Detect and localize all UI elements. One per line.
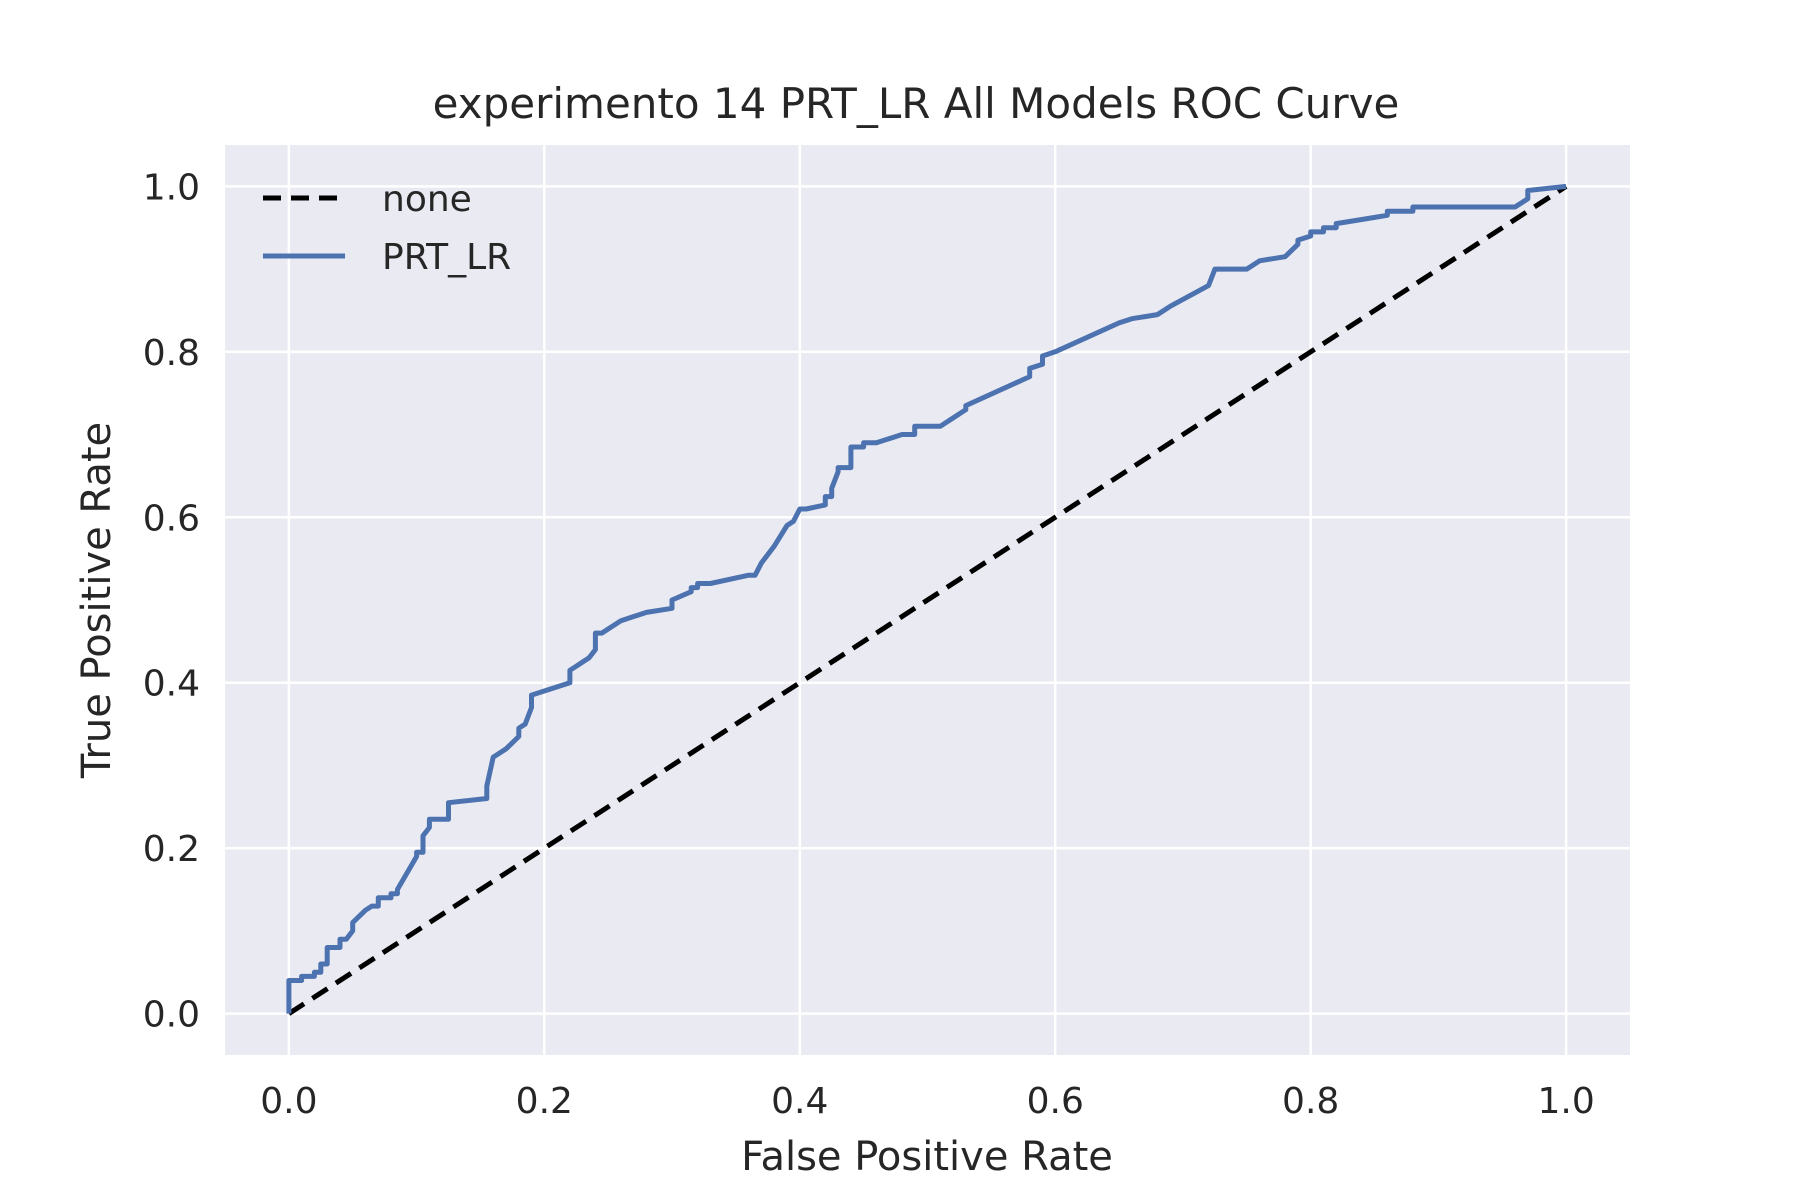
series-line-none (287, 184, 1568, 1016)
grid (225, 145, 1630, 1055)
series-line-prt-lr (286, 183, 1567, 1014)
x-tick-label: 0.6 (1027, 1081, 1084, 1122)
legend-label: PRT_LR (382, 237, 511, 278)
y-tick-label: 1.0 (143, 167, 200, 208)
x-tick-label: 0.2 (516, 1081, 573, 1122)
chart-title: experimento 14 PRT_LR All Models ROC Cur… (433, 79, 1400, 128)
legend: none PRT_LR (263, 179, 511, 278)
x-tick-label: 0.4 (771, 1081, 828, 1122)
y-axis-label: True Positive Rate (74, 422, 120, 779)
x-axis-label: False Positive Rate (741, 1134, 1113, 1180)
legend-label: none (382, 179, 472, 220)
y-tick-label: 0.4 (143, 664, 200, 705)
x-tick-label: 0.0 (260, 1081, 317, 1122)
x-tick-label: 0.8 (1282, 1081, 1339, 1122)
y-tick-label: 0.6 (143, 498, 200, 539)
x-tick-label: 1.0 (1538, 1081, 1595, 1122)
y-axis-ticks: 0.0 0.2 0.4 0.6 0.8 1.0 (143, 167, 200, 1035)
y-tick-label: 0.2 (143, 829, 200, 870)
y-tick-label: 0.0 (143, 995, 200, 1036)
series-layer (286, 183, 1568, 1016)
x-axis-ticks: 0.0 0.2 0.4 0.6 0.8 1.0 (260, 1081, 1595, 1122)
y-tick-label: 0.8 (143, 333, 200, 374)
